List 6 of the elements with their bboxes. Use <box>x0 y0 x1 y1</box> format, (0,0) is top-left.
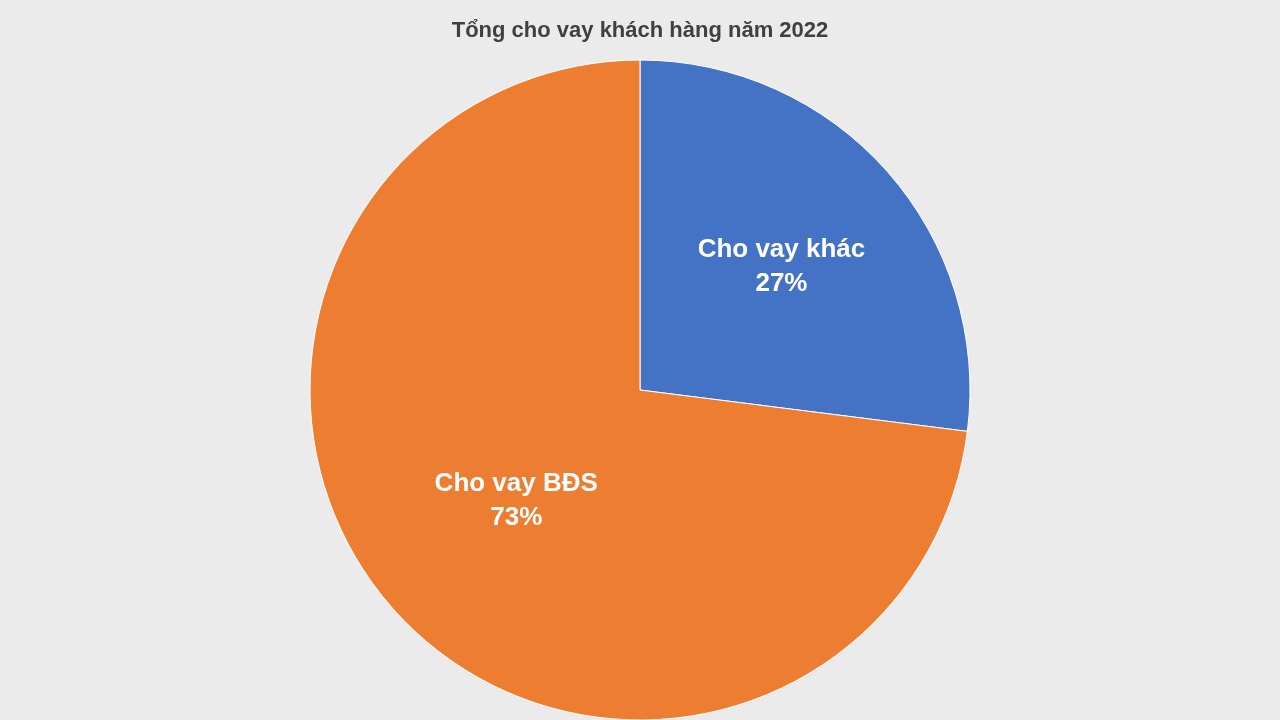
pie-slice <box>309 59 968 720</box>
slice-label: Cho vay khác <box>697 233 866 264</box>
chart-title: Tổng cho vay khách hàng năm 2022 <box>451 17 829 42</box>
slice-label: Cho vay BĐS <box>434 467 598 498</box>
data-label: 73% <box>490 501 543 532</box>
data-label: 27% <box>755 267 808 298</box>
